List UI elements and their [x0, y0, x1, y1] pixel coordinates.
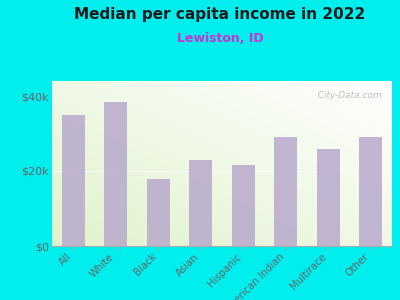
- Bar: [274, 137, 298, 246]
- Bar: [189, 160, 212, 246]
- Bar: [316, 148, 340, 246]
- Text: City-Data.com: City-Data.com: [312, 91, 382, 100]
- Bar: [62, 115, 85, 246]
- Text: Median per capita income in 2022: Median per capita income in 2022: [74, 8, 366, 22]
- Bar: [359, 137, 382, 246]
- Bar: [232, 165, 255, 246]
- Text: Lewiston, ID: Lewiston, ID: [177, 32, 263, 44]
- Bar: [104, 102, 128, 246]
- Bar: [146, 178, 170, 246]
